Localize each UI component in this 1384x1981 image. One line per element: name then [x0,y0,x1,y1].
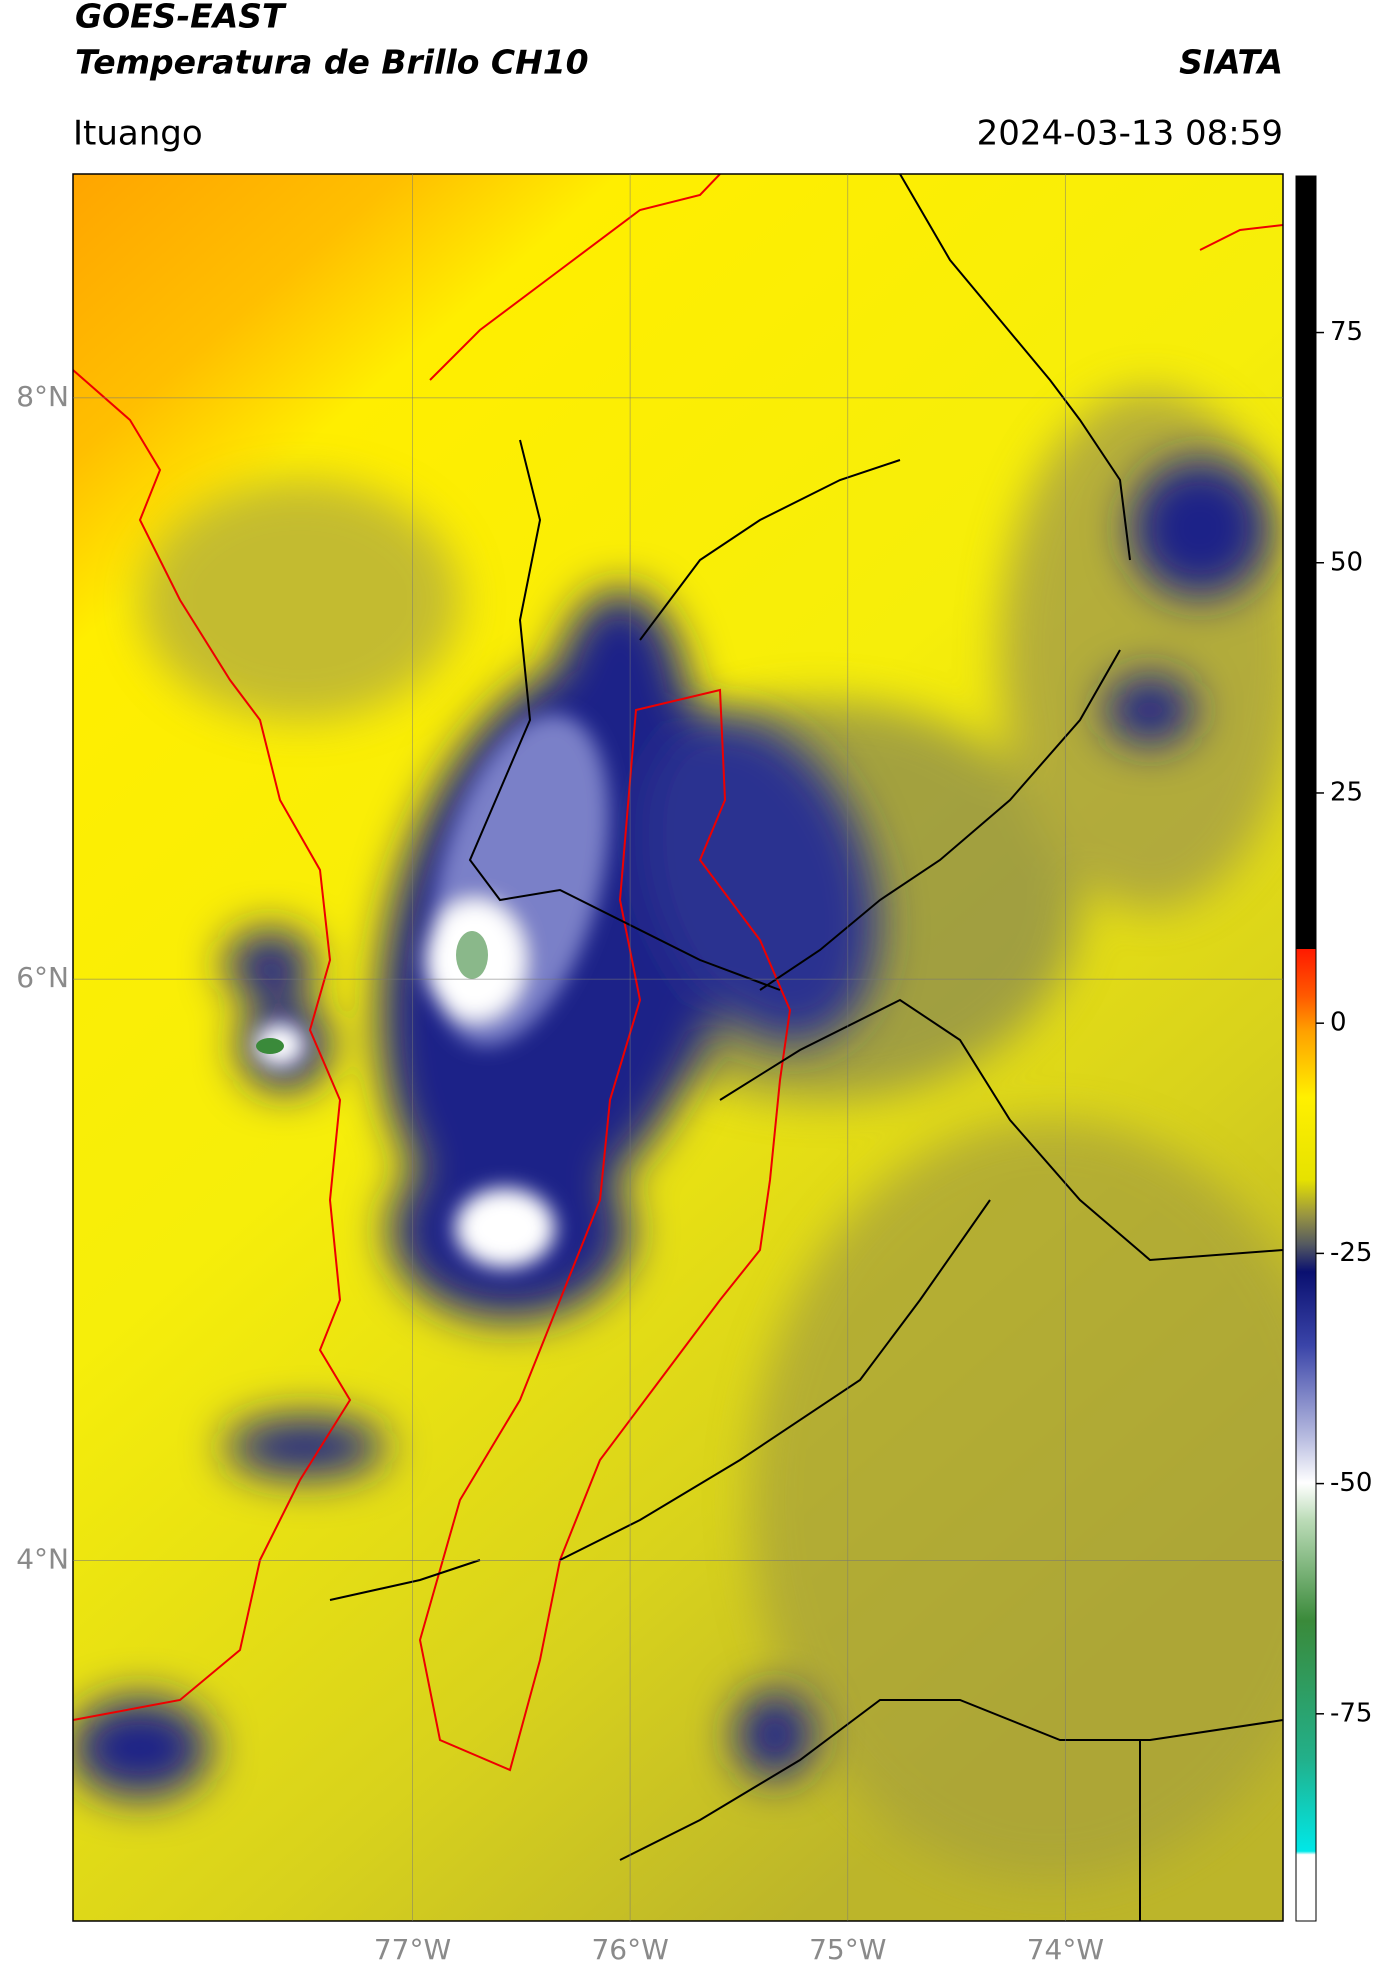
lat-label: 6°N [16,961,69,994]
map-frame [72,173,1284,1922]
colorbar-tick-label: -75 [1330,1698,1372,1728]
lat-label: 8°N [16,380,69,413]
datetime: 2024-03-13 08:59 [977,114,1283,154]
location: Ituango [73,114,203,154]
lon-label: 77°W [374,1933,451,1966]
map-image [73,174,1283,1921]
lon-label: 74°W [1027,1933,1104,1966]
agency: SIATA [1179,43,1283,82]
colorbar-tick-label: -50 [1330,1468,1372,1498]
lat-label: 4°N [16,1543,69,1576]
colorbar-tick-label: 50 [1330,547,1363,577]
colorbar-tick-label: 0 [1330,1008,1347,1038]
lon-label: 75°W [809,1933,886,1966]
colorbar [1295,175,1317,1922]
title-line: Temperatura de Brillo CH10 [75,43,589,82]
colorbar-tick-label: 75 [1330,317,1363,347]
title-line: GOES-EAST [75,0,287,36]
colorbar-tick-label: -25 [1330,1238,1372,1268]
colorbar-tick-label: 25 [1330,777,1363,807]
lon-label: 76°W [591,1933,668,1966]
